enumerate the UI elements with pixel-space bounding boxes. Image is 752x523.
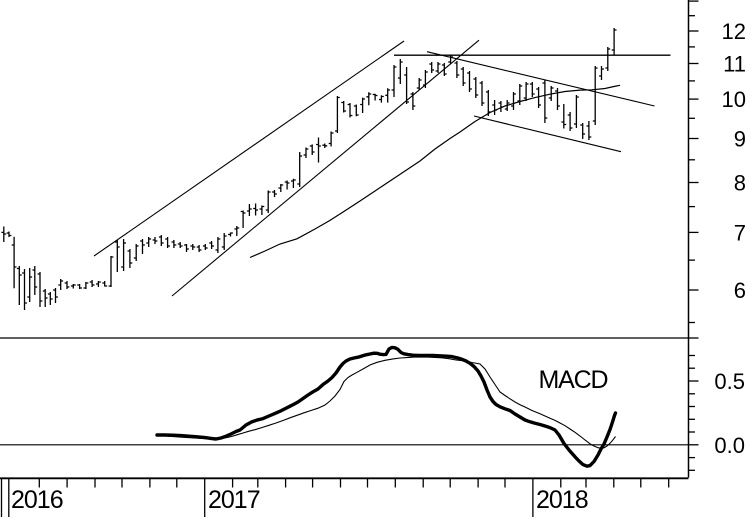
svg-text:7: 7 <box>734 220 746 245</box>
svg-text:6: 6 <box>734 278 746 303</box>
svg-text:MACD: MACD <box>539 366 608 394</box>
svg-text:2018: 2018 <box>536 486 588 514</box>
svg-text:10: 10 <box>722 87 746 112</box>
svg-text:2017: 2017 <box>208 486 260 514</box>
svg-text:11: 11 <box>723 52 746 77</box>
svg-text:8: 8 <box>734 171 746 196</box>
svg-text:9: 9 <box>734 127 746 152</box>
svg-text:0.0: 0.0 <box>714 433 745 458</box>
svg-text:2016: 2016 <box>11 486 63 514</box>
svg-text:12: 12 <box>722 19 746 44</box>
svg-text:0.5: 0.5 <box>714 369 745 394</box>
